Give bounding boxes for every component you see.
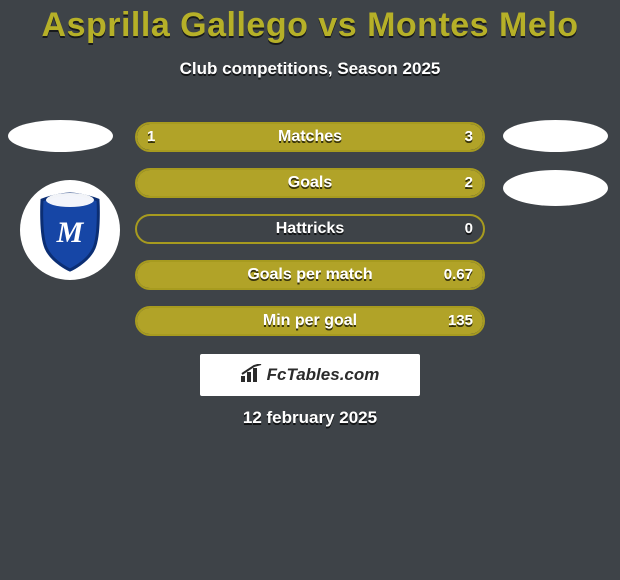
stat-value-right: 135 [448, 308, 473, 334]
ellipse-right-bottom [503, 170, 608, 206]
brand-text: FcTables.com [267, 365, 380, 384]
stat-row: Goals per match0.67 [135, 260, 485, 290]
stat-row: 1Matches3 [135, 122, 485, 152]
stat-label: Min per goal [137, 308, 483, 334]
stat-label: Goals [137, 170, 483, 196]
stat-value-right: 2 [465, 170, 473, 196]
ellipse-right-top [503, 120, 608, 152]
stat-row: Goals2 [135, 168, 485, 198]
stat-label: Hattricks [137, 216, 483, 242]
stat-value-right: 0 [465, 216, 473, 242]
ellipse-left [8, 120, 113, 152]
page-title: Asprilla Gallego vs Montes Melo [0, 0, 620, 45]
stat-row: Hattricks0 [135, 214, 485, 244]
stat-label: Matches [137, 124, 483, 150]
stat-value-right: 0.67 [444, 262, 473, 288]
svg-text:M: M [56, 216, 85, 249]
stats-panel: 1Matches3 Goals2 Hattricks0 Goals per match… [135, 122, 485, 352]
club-badge: M [20, 180, 120, 280]
brand-badge: FcTables.com [200, 354, 420, 396]
subtitle: Club competitions, Season 2025 [0, 59, 620, 79]
stat-label: Goals per match [137, 262, 483, 288]
stat-row: Min per goal135 [135, 306, 485, 336]
date-text: 12 february 2025 [0, 408, 620, 428]
stat-value-right: 3 [465, 124, 473, 150]
